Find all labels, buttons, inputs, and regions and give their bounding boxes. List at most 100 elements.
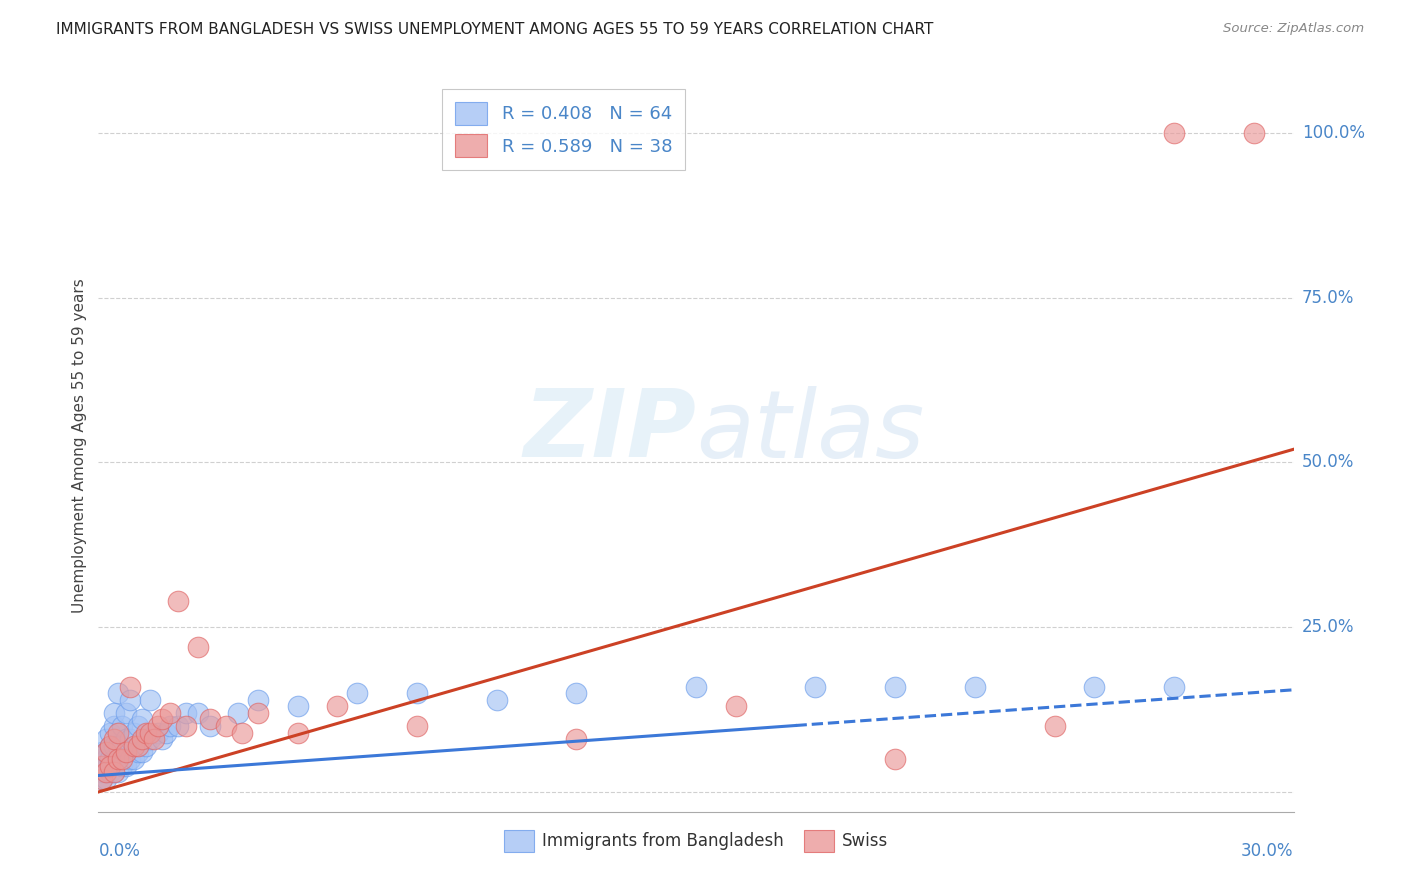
Point [111,719,134,733]
Point [96,772,118,786]
Point [131,732,153,747]
Point [287,699,309,714]
Point [150,713,173,727]
Point [685,680,707,694]
Legend: Immigrants from Bangladesh, Swiss: Immigrants from Bangladesh, Swiss [496,823,896,858]
Point [98,758,122,772]
Point [187,706,209,720]
Text: 25.0%: 25.0% [1302,618,1354,636]
Point [565,686,588,700]
Point [111,752,134,766]
Point [150,732,173,747]
Point [107,725,129,739]
Point [139,725,162,739]
Point [139,732,162,747]
Point [187,640,209,654]
Point [346,686,368,700]
Point [287,725,309,739]
Point [115,732,138,747]
Point [91,772,114,786]
Point [91,752,114,766]
Point [1163,126,1185,140]
Point [91,765,114,780]
Point [96,752,118,766]
Point [124,752,146,766]
Point [148,725,170,739]
Point [406,719,429,733]
Point [98,752,122,766]
Point [98,739,122,753]
Point [724,699,747,714]
Text: 0.0%: 0.0% [98,842,141,860]
Point [124,725,146,739]
Point [120,732,142,747]
Point [884,680,907,694]
Point [120,680,142,694]
Point [111,758,134,772]
Point [226,706,249,720]
Point [167,594,190,608]
Point [565,732,588,747]
Point [103,719,125,733]
Point [91,772,114,786]
Point [103,732,125,747]
Point [120,752,142,766]
Point [198,719,221,733]
Point [115,758,138,772]
Point [159,706,181,720]
Point [131,746,153,760]
Point [326,699,349,714]
Point [139,692,162,706]
Text: atlas: atlas [696,386,924,477]
Point [115,706,138,720]
Point [148,719,170,733]
Point [103,739,125,753]
Text: Source: ZipAtlas.com: Source: ZipAtlas.com [1223,22,1364,36]
Text: 100.0%: 100.0% [1302,124,1365,142]
Point [963,680,986,694]
Point [107,765,129,780]
Point [107,752,129,766]
Point [96,732,118,747]
Point [1083,680,1105,694]
Point [215,719,238,733]
Point [174,719,197,733]
Point [231,725,253,739]
Point [96,746,118,760]
Point [115,746,138,760]
Text: IMMIGRANTS FROM BANGLADESH VS SWISS UNEMPLOYMENT AMONG AGES 55 TO 59 YEARS CORRE: IMMIGRANTS FROM BANGLADESH VS SWISS UNEM… [56,22,934,37]
Point [98,739,122,753]
Point [174,706,197,720]
Text: 50.0%: 50.0% [1302,453,1354,472]
Point [96,765,118,780]
Point [103,752,125,766]
Point [98,758,122,772]
Y-axis label: Unemployment Among Ages 55 to 59 years: Unemployment Among Ages 55 to 59 years [72,278,87,614]
Point [111,739,134,753]
Point [198,713,221,727]
Point [96,765,118,780]
Point [884,752,907,766]
Point [98,765,122,780]
Point [167,719,190,733]
Point [91,758,114,772]
Point [485,692,508,706]
Point [246,692,269,706]
Point [159,719,181,733]
Point [107,739,129,753]
Point [124,739,146,753]
Point [107,752,129,766]
Point [135,739,157,753]
Point [103,706,125,720]
Point [246,706,269,720]
Point [107,686,129,700]
Point [91,746,114,760]
Point [131,713,153,727]
Point [98,725,122,739]
Text: ZIP: ZIP [523,385,696,477]
Point [406,686,429,700]
Point [127,746,149,760]
Point [96,758,118,772]
Text: 75.0%: 75.0% [1302,289,1354,307]
Point [135,725,157,739]
